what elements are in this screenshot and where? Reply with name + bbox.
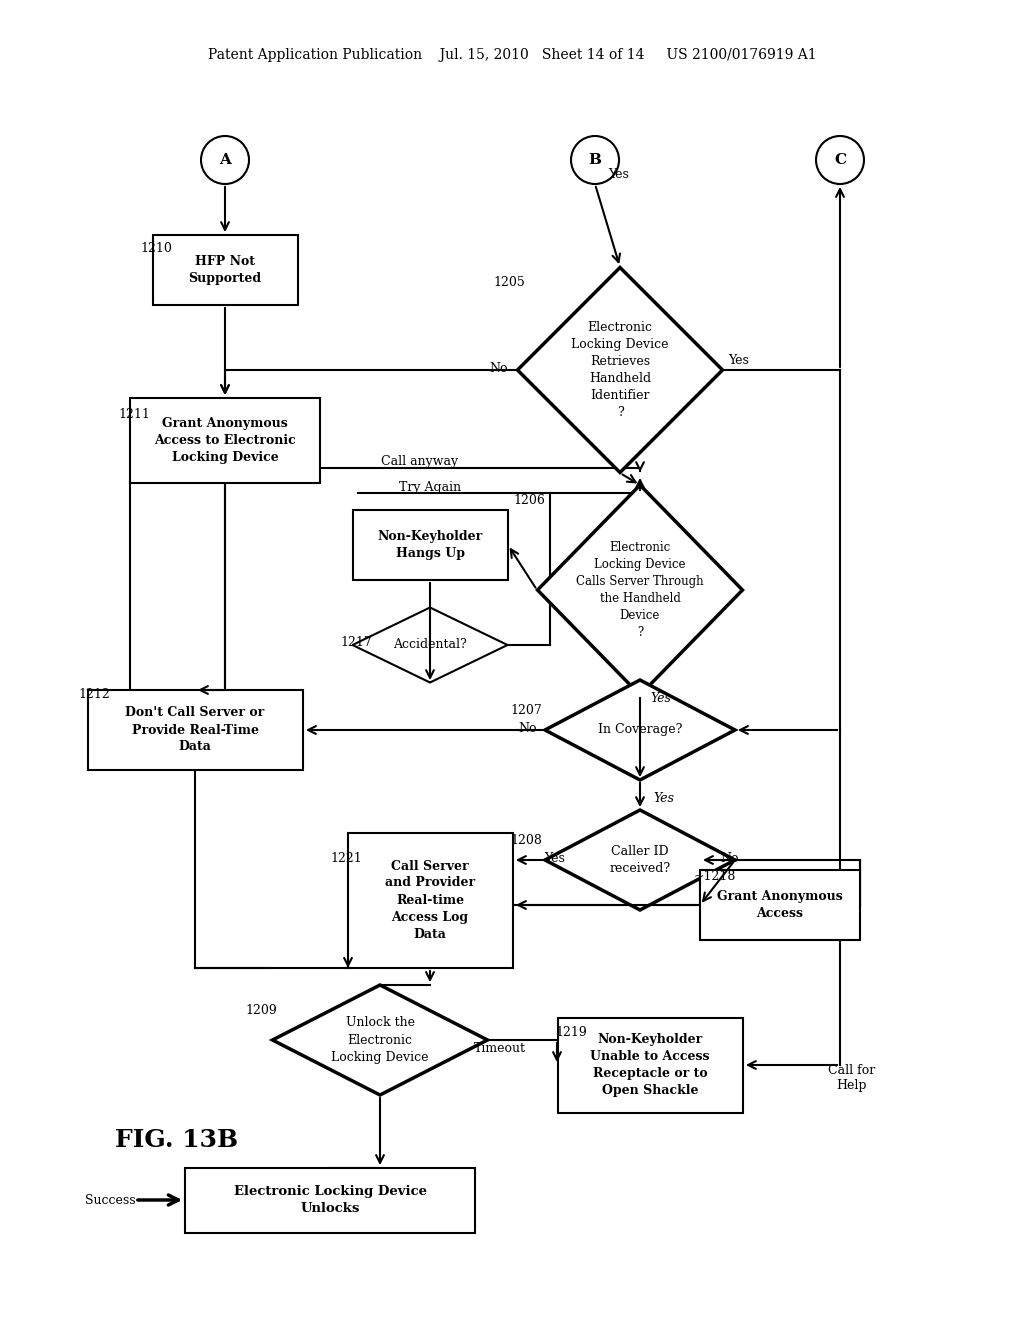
FancyBboxPatch shape	[700, 870, 860, 940]
Text: HFP Not
Supported: HFP Not Supported	[188, 255, 261, 285]
Text: Try Again: Try Again	[399, 482, 461, 495]
Text: 1209: 1209	[245, 1003, 276, 1016]
Circle shape	[201, 136, 249, 183]
Text: C: C	[834, 153, 846, 168]
Text: Call for
Help: Call for Help	[828, 1064, 876, 1092]
Text: No: No	[720, 851, 738, 865]
FancyBboxPatch shape	[185, 1167, 475, 1233]
Polygon shape	[272, 985, 487, 1096]
Text: 1210: 1210	[140, 242, 172, 255]
Text: 1217: 1217	[340, 636, 372, 649]
Text: Yes: Yes	[608, 169, 629, 181]
Text: Grant Anonymous
Access: Grant Anonymous Access	[717, 890, 843, 920]
FancyBboxPatch shape	[347, 833, 512, 968]
Text: Non-Keyholder
Hangs Up: Non-Keyholder Hangs Up	[378, 531, 482, 560]
Text: Unlock the
Electronic
Locking Device: Unlock the Electronic Locking Device	[331, 1016, 429, 1064]
FancyBboxPatch shape	[87, 690, 302, 770]
Polygon shape	[545, 810, 735, 909]
Text: 1208: 1208	[510, 833, 542, 846]
Text: Don't Call Server or
Provide Real-Time
Data: Don't Call Server or Provide Real-Time D…	[125, 706, 264, 754]
Text: Accidental?: Accidental?	[393, 639, 467, 652]
Text: A: A	[219, 153, 231, 168]
Text: B: B	[589, 153, 601, 168]
Text: FIG. 13B: FIG. 13B	[115, 1129, 239, 1152]
Text: 1219: 1219	[555, 1027, 587, 1040]
Text: Call Server
and Provider
Real-time
Access Log
Data: Call Server and Provider Real-time Acces…	[385, 859, 475, 940]
Text: Call anyway: Call anyway	[381, 455, 459, 469]
Text: Electronic Locking Device
Unlocks: Electronic Locking Device Unlocks	[233, 1185, 427, 1214]
Polygon shape	[545, 680, 735, 780]
Text: 1221: 1221	[330, 851, 361, 865]
FancyBboxPatch shape	[130, 397, 319, 483]
FancyBboxPatch shape	[153, 235, 298, 305]
Circle shape	[816, 136, 864, 183]
Text: No: No	[489, 362, 508, 375]
Polygon shape	[538, 484, 742, 696]
FancyBboxPatch shape	[352, 510, 508, 579]
Text: Patent Application Publication    Jul. 15, 2010   Sheet 14 of 14     US 2100/017: Patent Application Publication Jul. 15, …	[208, 48, 816, 62]
Text: 1207: 1207	[510, 704, 542, 717]
Text: Yes: Yes	[728, 354, 749, 367]
Text: Yes: Yes	[545, 851, 565, 865]
Text: Electronic
Locking Device
Calls Server Through
the Handheld
Device
?: Electronic Locking Device Calls Server T…	[577, 541, 703, 639]
Circle shape	[571, 136, 618, 183]
Text: Success: Success	[85, 1193, 135, 1206]
Text: Non-Keyholder
Unable to Access
Receptacle or to
Open Shackle: Non-Keyholder Unable to Access Receptacl…	[590, 1034, 710, 1097]
Text: ~1218: ~1218	[694, 870, 736, 883]
Text: Yes: Yes	[650, 692, 671, 705]
Text: Electronic
Locking Device
Retrieves
Handheld
Identifier
?: Electronic Locking Device Retrieves Hand…	[571, 321, 669, 418]
Polygon shape	[517, 268, 723, 473]
Polygon shape	[352, 607, 508, 682]
Text: No: No	[518, 722, 537, 734]
FancyBboxPatch shape	[557, 1018, 742, 1113]
Text: Caller ID
received?: Caller ID received?	[609, 845, 671, 875]
Text: Grant Anonymous
Access to Electronic
Locking Device: Grant Anonymous Access to Electronic Loc…	[155, 417, 296, 463]
Text: 1206: 1206	[513, 494, 545, 507]
Text: 1212: 1212	[78, 689, 110, 701]
Text: 1211: 1211	[118, 408, 150, 421]
Text: Timeout: Timeout	[474, 1041, 526, 1055]
Text: In Coverage?: In Coverage?	[598, 723, 682, 737]
Text: Yes: Yes	[653, 792, 674, 804]
Text: 1205: 1205	[493, 276, 524, 289]
